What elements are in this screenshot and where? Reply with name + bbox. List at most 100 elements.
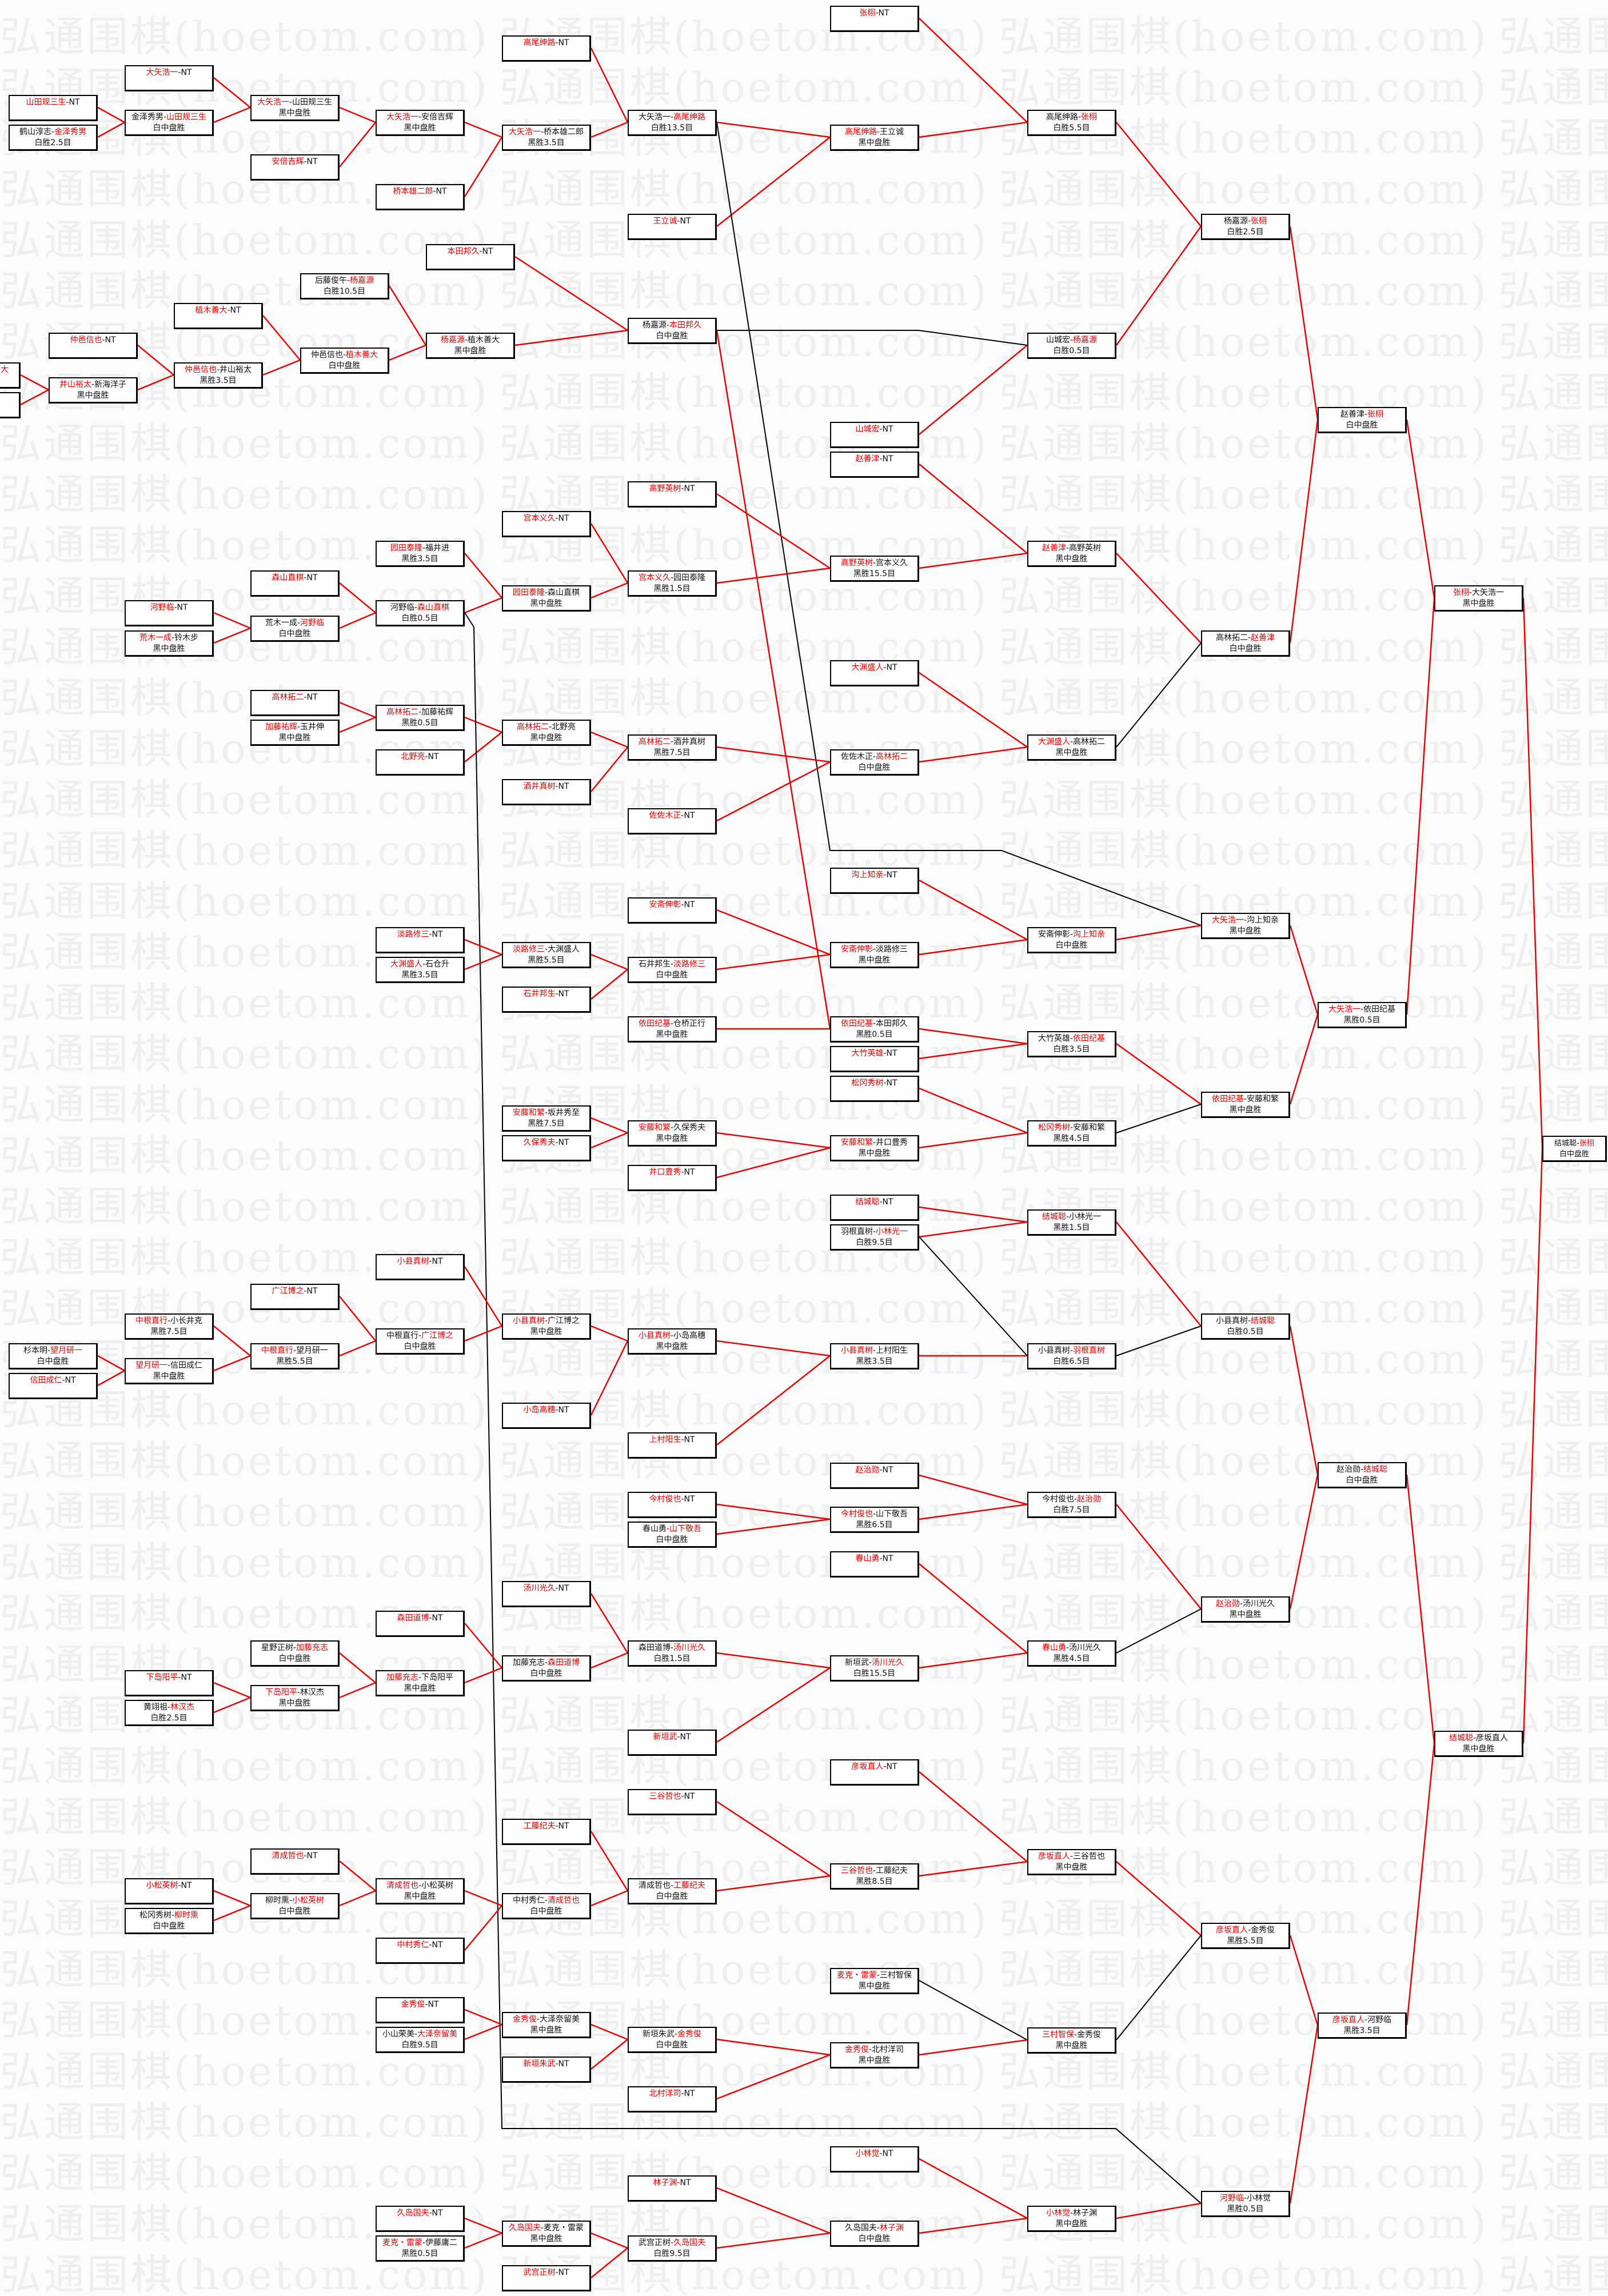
bye-box: 小松英树-NT xyxy=(125,1878,214,1904)
player-a: 新垣武 xyxy=(844,1658,869,1667)
bye-box: 河野临-NT xyxy=(125,600,214,626)
winner-path-line xyxy=(464,553,502,598)
player-b: 伊藤庸二 xyxy=(425,2238,458,2247)
separator: - xyxy=(1360,1005,1364,1014)
match-result: 黑中盘胜 xyxy=(858,956,891,965)
winner-path-line xyxy=(464,597,502,614)
match-box: 河野临-小林觉 黑胜0.5目 xyxy=(1201,2191,1290,2217)
match-players: 结城聪-彦坂直人 xyxy=(1435,1732,1522,1744)
match-players: 大渊盛人-NT xyxy=(831,661,917,673)
match-result: 白胜2.5目 xyxy=(1227,227,1264,237)
winner-path-line xyxy=(464,716,502,733)
winner-path-line xyxy=(716,2054,831,2100)
match-players: 依田纪基-本田邦久 xyxy=(831,1017,917,1029)
match-box: 安藤和繁-久保秀夫 黑中盘胜 xyxy=(628,1120,717,1147)
match-result: 黑胜0.5目 xyxy=(856,1030,893,1039)
match-players: 依田纪基-仓桥正行 xyxy=(629,1017,715,1029)
match-box: 麦克・雷蒙-三村智保 黑中盘胜 xyxy=(830,1968,919,1994)
player-a: 小县真树 xyxy=(1215,1316,1248,1325)
match-result: 黑胜3.5目 xyxy=(856,1357,893,1366)
match-result: 白胜10.5目 xyxy=(323,287,366,296)
winner-path-line xyxy=(919,1221,1028,1238)
player-a: 张栩 xyxy=(859,9,876,18)
match-result: 黑胜7.5目 xyxy=(653,748,691,757)
winner-path-line xyxy=(339,1890,376,1907)
match-players: 大矢浩一-依田纪基 xyxy=(1319,1003,1405,1015)
player-a: 高野英树 xyxy=(649,484,681,493)
winner-path-line xyxy=(464,2232,502,2249)
player-b: 三谷哲也 xyxy=(1073,1852,1106,1861)
separator: - xyxy=(429,930,432,939)
match-players: 新垣朱武-NT xyxy=(503,2058,589,2070)
separator: - xyxy=(555,1822,558,1831)
player-a: 小岛高穗 xyxy=(523,1405,556,1415)
loser-path-line xyxy=(919,1980,1028,2041)
player-a: 今村俊也 xyxy=(649,1495,681,1504)
match-result: 黑胜4.5目 xyxy=(1053,1134,1090,1143)
winner-path-line xyxy=(590,1890,628,1907)
separator: - xyxy=(872,1346,876,1355)
player-b: 金秀俊 xyxy=(1077,2030,1102,2039)
player-b: 大泽奈留美 xyxy=(417,2030,458,2039)
match-players: 小县真树-广江博之 xyxy=(503,1315,589,1327)
separator: - xyxy=(418,113,422,122)
separator: - xyxy=(171,633,175,642)
separator: - xyxy=(883,871,887,880)
separator: - xyxy=(289,98,293,107)
bye-label: NT xyxy=(230,306,241,315)
match-result: 黑中盘胜 xyxy=(153,644,185,653)
match-box: 麦克・雷蒙-伊藤庸二 黑胜0.5目 xyxy=(376,2235,465,2262)
player-b: 井山裕太 xyxy=(220,365,252,374)
winner-path-line xyxy=(339,701,376,718)
match-result: 白胜9.5目 xyxy=(401,2041,438,2050)
player-a: 今村俊也 xyxy=(1042,1495,1074,1504)
separator: - xyxy=(555,989,558,999)
separator: - xyxy=(304,1851,307,1860)
player-a: 金秀俊 xyxy=(401,2000,425,2009)
bye-box: 森田道博-NT xyxy=(376,1611,465,1637)
match-players: 淡路修三-大渊盛人 xyxy=(503,943,589,955)
match-players: 河野临-小林觉 xyxy=(1202,2192,1288,2204)
bye-label: NT xyxy=(684,484,695,493)
player-a: 松冈秀树 xyxy=(1038,1123,1070,1132)
winner-path-line xyxy=(339,122,376,167)
match-players: 麦克・雷蒙-伊藤庸二 xyxy=(377,2237,463,2249)
match-players: 井口豊秀-NT xyxy=(629,1166,715,1178)
bye-box: 北野亮-NT xyxy=(376,749,465,776)
player-a: 大渊盛人 xyxy=(851,663,884,672)
player-a: 宫本义久 xyxy=(638,573,671,582)
match-box: 大矢浩一-山田规三生 黑中盘胜 xyxy=(250,95,340,121)
match-players: 石井邦生-淡路修三 xyxy=(629,958,715,970)
bye-box: 广江博之-NT xyxy=(250,1284,340,1310)
winner-path-line xyxy=(339,612,376,629)
match-players: 高野英树-宫本义久 xyxy=(831,557,917,569)
player-b: 坂井秀至 xyxy=(548,1108,580,1117)
player-b: 山下敬吾 xyxy=(876,1510,908,1519)
match-box: 安斋伸彰-沟上知亲 白中盘胜 xyxy=(1027,927,1116,953)
winner-path-line xyxy=(464,137,503,197)
bye-box: 沟上知亲-NT xyxy=(830,868,919,894)
match-players: 张栩-大矢浩一 xyxy=(1435,586,1522,598)
separator: - xyxy=(868,2045,872,2054)
player-a: 依田纪基 xyxy=(840,1019,873,1028)
winner-path-line xyxy=(716,746,831,763)
bye-box: 金秀俊-NT xyxy=(376,1997,465,2023)
bye-box: 久岛国夫-NT xyxy=(376,2206,465,2232)
match-box: 依田纪基-仓桥正行 黑中盘胜 xyxy=(628,1016,717,1043)
winner-path-line xyxy=(1116,2202,1202,2219)
match-players: 森田道博-NT xyxy=(377,1612,463,1624)
match-players: 安藤和繁-坂井秀至 xyxy=(503,1107,589,1119)
match-players: 中村秀仁-NT xyxy=(377,1939,463,1951)
player-b: 高林拓二 xyxy=(1073,737,1106,746)
winner-path-line xyxy=(919,1503,1028,1520)
winner-path-line xyxy=(919,1206,1028,1223)
separator: - xyxy=(555,2059,558,2069)
player-a: 信田成仁 xyxy=(30,1376,62,1385)
player-a: 淡路修三 xyxy=(512,945,545,954)
separator: - xyxy=(1243,1095,1247,1104)
player-a: 大竹英雄 xyxy=(851,1049,884,1058)
winner-path-line xyxy=(262,359,301,376)
match-players: 今村俊也-NT xyxy=(629,1493,715,1505)
match-players: 北村洋司-NT xyxy=(629,2087,715,2099)
match-result: 黑中盘胜 xyxy=(530,1327,562,1336)
